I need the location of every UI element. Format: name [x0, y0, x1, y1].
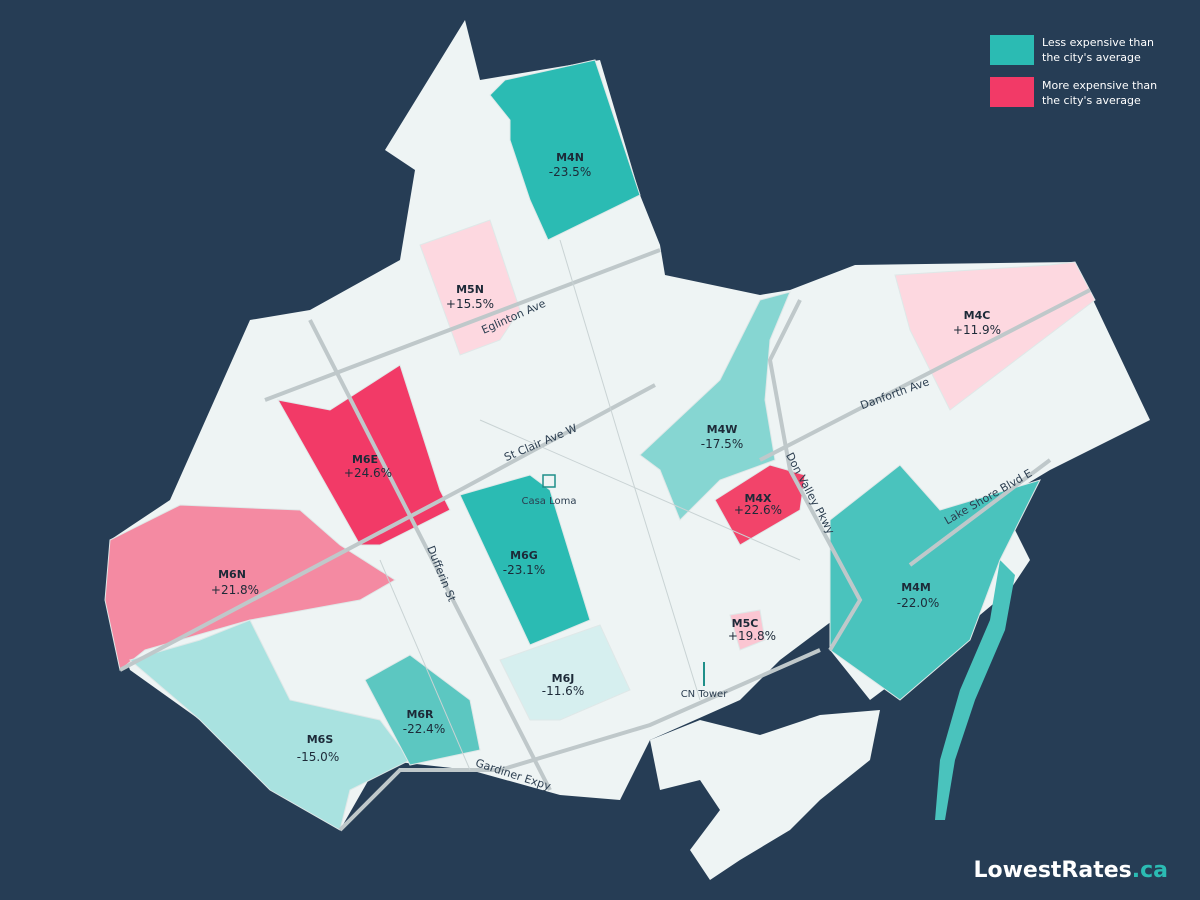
- road: [759, 288, 1091, 462]
- legend-text: More expensive than: [1042, 79, 1157, 92]
- region: [364, 654, 481, 766]
- landmark-label: CN Tower: [681, 689, 729, 700]
- roads: [119, 239, 1091, 832]
- region-change: +22.6%: [734, 503, 782, 517]
- region-change: +11.9%: [953, 323, 1001, 337]
- road: [338, 648, 821, 832]
- brand-suffix: .ca: [1132, 858, 1168, 883]
- regions: [104, 59, 1096, 831]
- region: [489, 59, 641, 241]
- region-change: +21.8%: [211, 583, 259, 597]
- region-code: M4W: [707, 423, 738, 436]
- castle-icon: [542, 474, 556, 488]
- region-code: M6R: [406, 708, 434, 721]
- region-code: M4N: [556, 151, 584, 164]
- region-change: +19.8%: [728, 629, 776, 643]
- road: [264, 248, 661, 402]
- legend-text: the city's average: [1042, 94, 1141, 107]
- region: [104, 504, 396, 671]
- region: [829, 464, 1041, 701]
- region-code: M5N: [456, 283, 484, 296]
- region: [639, 291, 791, 521]
- region-change: -11.6%: [542, 684, 584, 698]
- region-change: +15.5%: [446, 297, 494, 311]
- street: [559, 239, 701, 701]
- region-code: M6S: [307, 733, 334, 746]
- region-change: -23.5%: [549, 165, 591, 179]
- region-change: -22.4%: [403, 722, 445, 736]
- legend-swatch: [990, 77, 1034, 107]
- region-code: M6J: [552, 672, 575, 685]
- island: [650, 710, 880, 880]
- region-code: M6G: [510, 549, 538, 562]
- road: [308, 319, 552, 791]
- street: [479, 419, 801, 561]
- road: [767, 299, 863, 652]
- street: [379, 559, 471, 771]
- landmarks: Casa Loma CN Tower: [521, 474, 729, 700]
- region-change: -17.5%: [701, 437, 743, 451]
- region: [499, 624, 631, 721]
- brand-name: LowestRates: [973, 858, 1131, 883]
- landmark-label: Casa Loma: [521, 496, 576, 507]
- legend: Less expensive than the city's average M…: [990, 35, 1157, 107]
- legend-swatch: [990, 35, 1034, 65]
- region-code: M4M: [901, 581, 931, 594]
- brand: LowestRates.ca: [973, 858, 1168, 883]
- road: [119, 383, 656, 672]
- region-code: M6N: [218, 568, 246, 581]
- region-code: M4X: [744, 492, 772, 505]
- road: [908, 458, 1052, 567]
- region: [459, 474, 591, 646]
- region-change: +24.6%: [344, 466, 392, 480]
- region: [894, 261, 1096, 411]
- region: [729, 609, 766, 651]
- region: [419, 219, 521, 356]
- region-code: M6E: [352, 453, 378, 466]
- region-code: M5C: [732, 617, 759, 630]
- region-code: M4C: [964, 309, 991, 322]
- legend-text: Less expensive than: [1042, 36, 1154, 49]
- region-labels: M4N -23.5% M5N +15.5% M4C +11.9% M4W -17…: [211, 151, 1001, 764]
- legend-text: the city's average: [1042, 51, 1141, 64]
- spit: [935, 560, 1015, 820]
- region-change: -15.0%: [297, 750, 339, 764]
- region-change: -23.1%: [503, 563, 545, 577]
- region-change: -22.0%: [897, 596, 939, 610]
